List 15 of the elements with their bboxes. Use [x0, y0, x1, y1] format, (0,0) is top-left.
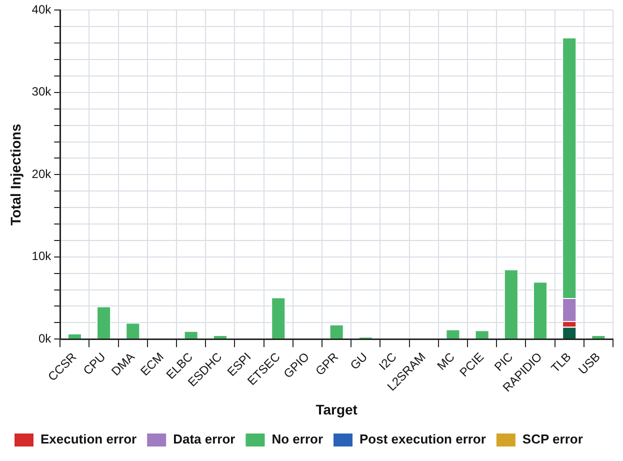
y-tick-label: 30k: [32, 84, 52, 99]
x-tick-label: GU: [348, 350, 370, 372]
y-tick-label: 10k: [32, 249, 52, 264]
y-tick-label: 40k: [32, 2, 52, 17]
y-tick-label: 20k: [32, 166, 52, 181]
legend-label: Post execution error: [360, 432, 486, 447]
legend-label: Data error: [173, 432, 236, 447]
y-tick-label: 0k: [38, 331, 52, 346]
x-tick-label: MC: [434, 350, 458, 373]
x-axis-title: Target: [316, 401, 358, 418]
y-axis-title: Total Injections: [7, 124, 24, 226]
x-tick-label: TLB: [548, 350, 574, 376]
legend-label: Execution error: [40, 432, 137, 447]
legend-label: SCP error: [522, 432, 583, 447]
legend-label: No error: [272, 432, 324, 447]
